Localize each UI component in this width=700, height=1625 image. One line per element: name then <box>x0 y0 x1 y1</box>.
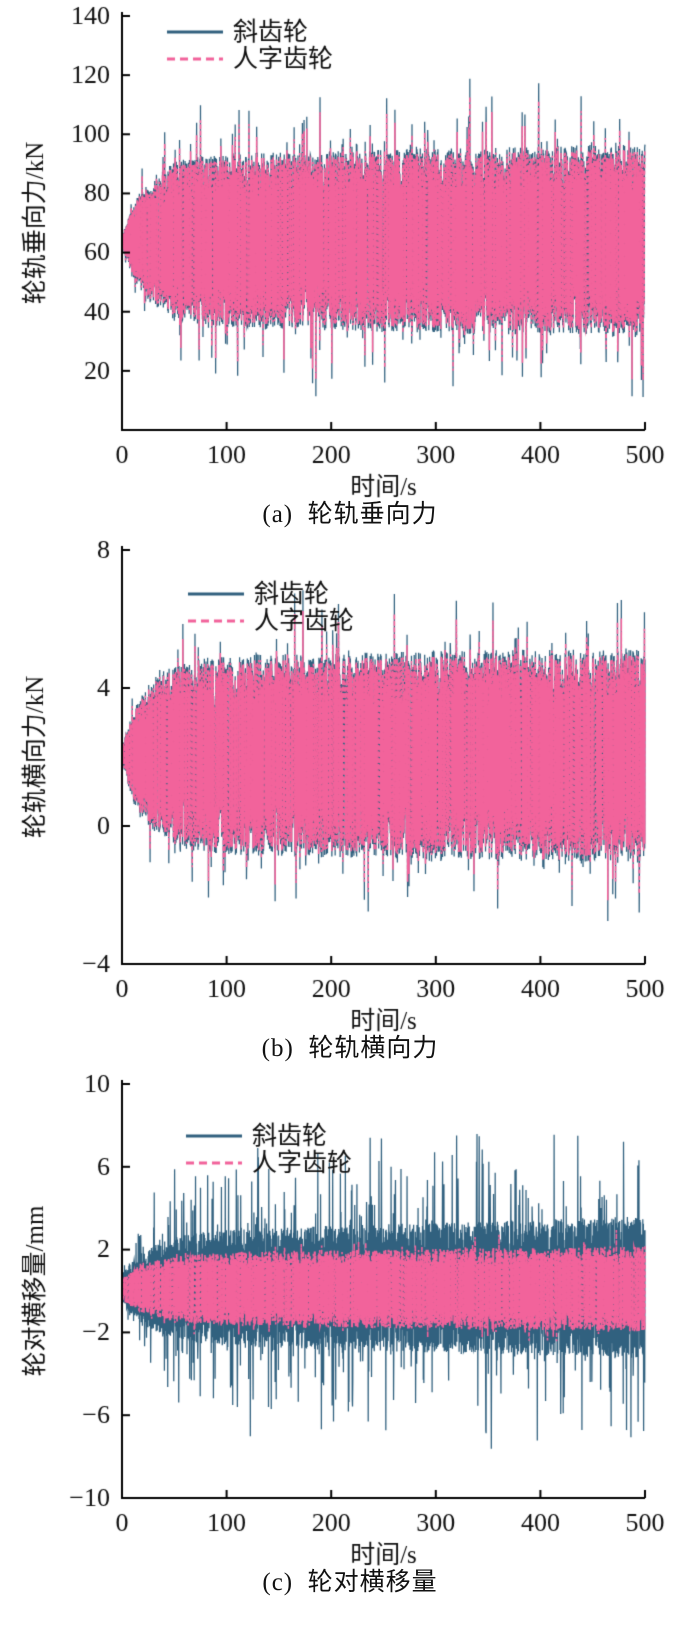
chart-c-caption: (c) 轮对横移量 <box>262 1569 438 1596</box>
chart-a-caption: (a) 轮轨垂向力 <box>262 501 438 528</box>
chart-b-lateral-force-canvas <box>0 536 700 1032</box>
figure-b: (b) 轮轨横向力 <box>0 536 700 1066</box>
figure-c: (c) 轮对横移量 <box>0 1070 700 1600</box>
figure-a: (a) 轮轨垂向力 <box>0 2 700 532</box>
chart-a-vertical-force-canvas <box>0 2 700 498</box>
chart-b-caption: (b) 轮轨横向力 <box>261 1035 439 1062</box>
chart-c-displacement-canvas <box>0 1070 700 1566</box>
